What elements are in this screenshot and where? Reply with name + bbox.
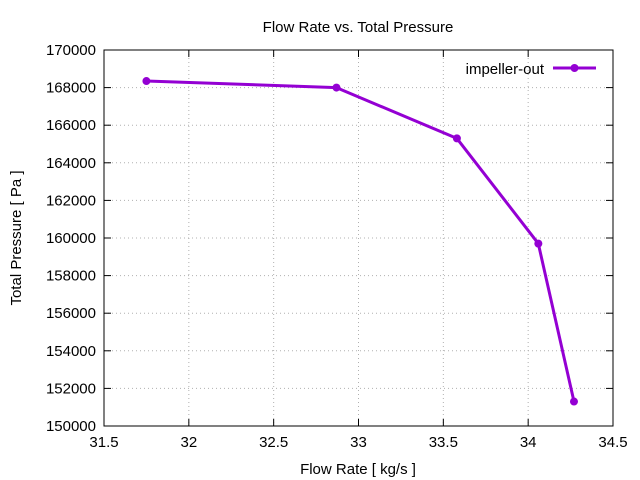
axes (103, 49, 614, 427)
y-tick-label: 166000 (46, 117, 96, 134)
y-tick-label: 164000 (46, 155, 96, 172)
x-tick-label: 32 (180, 434, 197, 451)
y-axis-label: Total Pressure [ Pa ] (8, 170, 25, 305)
y-tick-label: 162000 (46, 192, 96, 209)
x-tick-label: 34 (520, 434, 537, 451)
x-tick-label: 33.5 (429, 434, 458, 451)
data-point (569, 397, 578, 406)
x-axis-label: Flow Rate [ kg/s ] (300, 461, 416, 478)
legend: impeller-out (466, 61, 596, 78)
y-tick-label: 160000 (46, 230, 96, 247)
x-tick-labels: 31.5 32 32.5 33 33.5 34 34.5 (89, 434, 627, 451)
y-tick-label: 168000 (46, 80, 96, 97)
data-point (534, 239, 543, 248)
x-tick-label: 31.5 (89, 434, 118, 451)
x-tick-label: 34.5 (598, 434, 627, 451)
y-tick-labels: 150000 152000 154000 156000 158000 160000 1620… (46, 42, 96, 435)
x-tick-label: 32.5 (259, 434, 288, 451)
y-tick-label: 150000 (46, 418, 96, 435)
chart-title: Flow Rate vs. Total Pressure (263, 19, 454, 36)
plot-border (103, 49, 614, 427)
data-point (332, 83, 341, 92)
y-tick-label: 158000 (46, 268, 96, 285)
y-tick-label: 156000 (46, 305, 96, 322)
y-tick-label: 170000 (46, 42, 96, 59)
legend-marker (570, 64, 579, 72)
grid-lines (104, 50, 613, 426)
x-tick-label: 33 (350, 434, 367, 451)
legend-label: impeller-out (466, 61, 545, 78)
data-point (452, 134, 461, 143)
y-tick-label: 152000 (46, 380, 96, 397)
data-point (142, 77, 151, 86)
series-layer (142, 77, 578, 406)
y-tick-label: 154000 (46, 343, 96, 360)
